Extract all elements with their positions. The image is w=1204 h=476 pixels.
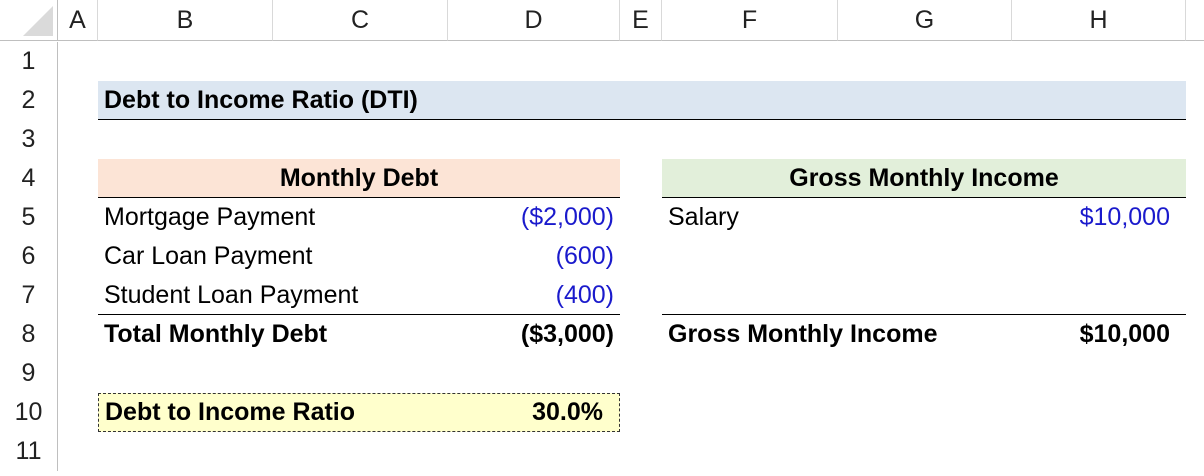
debt-label-cell[interactable]: Car Loan Payment <box>104 242 313 270</box>
total-income-label[interactable]: Gross Monthly Income <box>668 320 938 348</box>
debt-label-cell[interactable]: Mortgage Payment <box>104 203 316 231</box>
debt-label-cell[interactable]: Student Loan Payment <box>104 281 359 309</box>
column-header-b[interactable]: B <box>98 0 273 41</box>
page-title: Debt to Income Ratio (DTI) <box>104 85 418 114</box>
dti-ratio-label: Debt to Income Ratio <box>105 398 356 426</box>
income-label-cell[interactable]: Salary <box>668 203 739 231</box>
dti-ratio-value: 30.0% <box>532 398 603 426</box>
income-value-cell[interactable]: $10,000 <box>1079 203 1170 231</box>
column-header-d[interactable]: D <box>448 0 620 41</box>
column-header-f[interactable]: F <box>662 0 838 41</box>
income-header[interactable]: Gross Monthly Income <box>662 159 1186 198</box>
monthly-debt-header-text: Monthly Debt <box>279 163 439 192</box>
row-header-3[interactable]: 3 <box>0 120 58 159</box>
debt-value-cell[interactable]: (400) <box>555 281 614 309</box>
row-header-6[interactable]: 6 <box>0 237 58 276</box>
total-debt-value[interactable]: ($3,000) <box>520 320 614 348</box>
total-income-value[interactable]: $10,000 <box>1079 320 1170 348</box>
column-header-g[interactable]: G <box>838 0 1012 41</box>
total-debt-label[interactable]: Total Monthly Debt <box>104 320 328 348</box>
row-header-5[interactable]: 5 <box>0 198 58 237</box>
debt-total-border <box>98 314 620 315</box>
row-header-7[interactable]: 7 <box>0 276 58 315</box>
select-all-corner[interactable] <box>0 0 58 41</box>
row-header-1[interactable]: 1 <box>0 42 58 81</box>
column-header-c[interactable]: C <box>273 0 448 41</box>
monthly-debt-header[interactable]: Monthly Debt <box>98 159 620 198</box>
dti-ratio-cell[interactable]: Debt to Income Ratio 30.0% <box>98 393 620 432</box>
row-header-2[interactable]: 2 <box>0 81 58 120</box>
income-header-text: Gross Monthly Income <box>789 163 1059 192</box>
column-header-e[interactable]: E <box>620 0 662 41</box>
debt-value-cell[interactable]: (600) <box>555 242 614 270</box>
row-header-9[interactable]: 9 <box>0 354 58 393</box>
income-total-border <box>662 314 1186 315</box>
row-header-8[interactable]: 8 <box>0 315 58 354</box>
column-header-a[interactable]: A <box>58 0 98 41</box>
title-cell[interactable]: Debt to Income Ratio (DTI) <box>98 81 1186 120</box>
debt-value-cell[interactable]: ($2,000) <box>520 203 614 231</box>
row-header-11[interactable]: 11 <box>0 432 58 471</box>
column-header-h[interactable]: H <box>1012 0 1186 41</box>
column-header-overflow <box>1186 0 1204 41</box>
row-header-10[interactable]: 10 <box>0 393 58 432</box>
row-header-4[interactable]: 4 <box>0 159 58 198</box>
